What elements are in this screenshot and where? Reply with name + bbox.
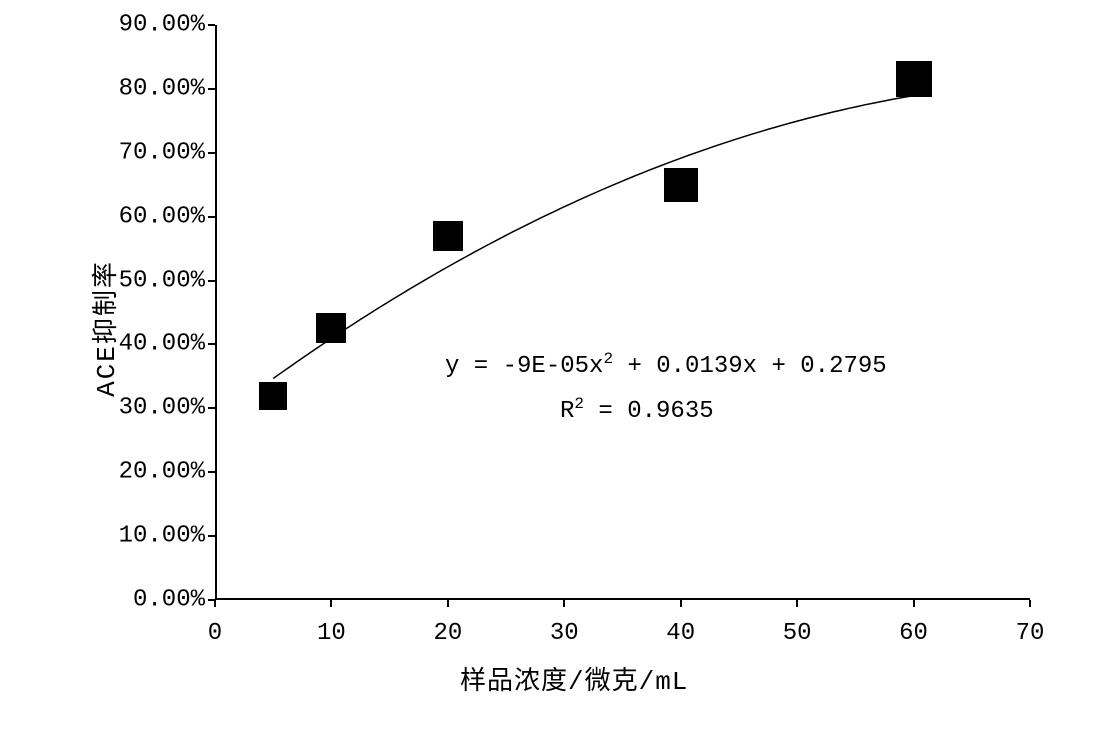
- x-tick-label: 30: [550, 620, 579, 647]
- y-tick-mark: [208, 280, 215, 282]
- x-tick-mark: [796, 600, 798, 607]
- x-tick-label: 50: [783, 620, 812, 647]
- x-tick-label: 70: [1016, 620, 1045, 647]
- x-tick-mark: [214, 600, 216, 607]
- y-axis-title: ACE抑制率: [85, 260, 122, 397]
- y-tick-label: 40.00%: [119, 331, 205, 358]
- y-tick-label: 0.00%: [133, 587, 205, 614]
- x-tick-label: 60: [899, 620, 928, 647]
- y-tick-label: 20.00%: [119, 459, 205, 486]
- y-tick-label: 10.00%: [119, 523, 205, 550]
- x-tick-label: 10: [317, 620, 346, 647]
- data-marker: [664, 168, 698, 202]
- y-tick-label: 60.00%: [119, 203, 205, 230]
- y-tick-mark: [208, 343, 215, 345]
- x-tick-label: 0: [208, 620, 222, 647]
- r-squared-text: R2 = 0.9635: [560, 395, 714, 425]
- y-tick-label: 50.00%: [119, 267, 205, 294]
- equation-text: y = -9E-05x2 + 0.0139x + 0.2795: [445, 350, 887, 380]
- y-tick-label: 90.00%: [119, 12, 205, 39]
- x-tick-mark: [680, 600, 682, 607]
- chart-container: 0.00% 10.00% 20.00% 30.00% 40.00% 50.00% 60.00…: [80, 20, 1060, 700]
- data-marker: [259, 382, 287, 410]
- y-tick-mark: [208, 152, 215, 154]
- x-tick-mark: [447, 600, 449, 607]
- x-tick-mark: [563, 600, 565, 607]
- x-tick-mark: [1029, 600, 1031, 607]
- y-tick-mark: [208, 407, 215, 409]
- x-tick-label: 40: [666, 620, 695, 647]
- x-tick-label: 20: [433, 620, 462, 647]
- x-axis-title: 样品浓度/微克/mL: [460, 660, 688, 697]
- y-tick-label: 30.00%: [119, 395, 205, 422]
- y-tick-mark: [208, 24, 215, 26]
- data-marker: [316, 313, 346, 343]
- data-marker: [896, 61, 932, 97]
- x-tick-mark: [913, 600, 915, 607]
- y-tick-mark: [208, 535, 215, 537]
- y-tick-label: 70.00%: [119, 139, 205, 166]
- y-tick-mark: [208, 471, 215, 473]
- data-marker: [433, 221, 463, 251]
- y-tick-label: 80.00%: [119, 75, 205, 102]
- y-tick-mark: [208, 88, 215, 90]
- y-tick-mark: [208, 216, 215, 218]
- x-tick-mark: [330, 600, 332, 607]
